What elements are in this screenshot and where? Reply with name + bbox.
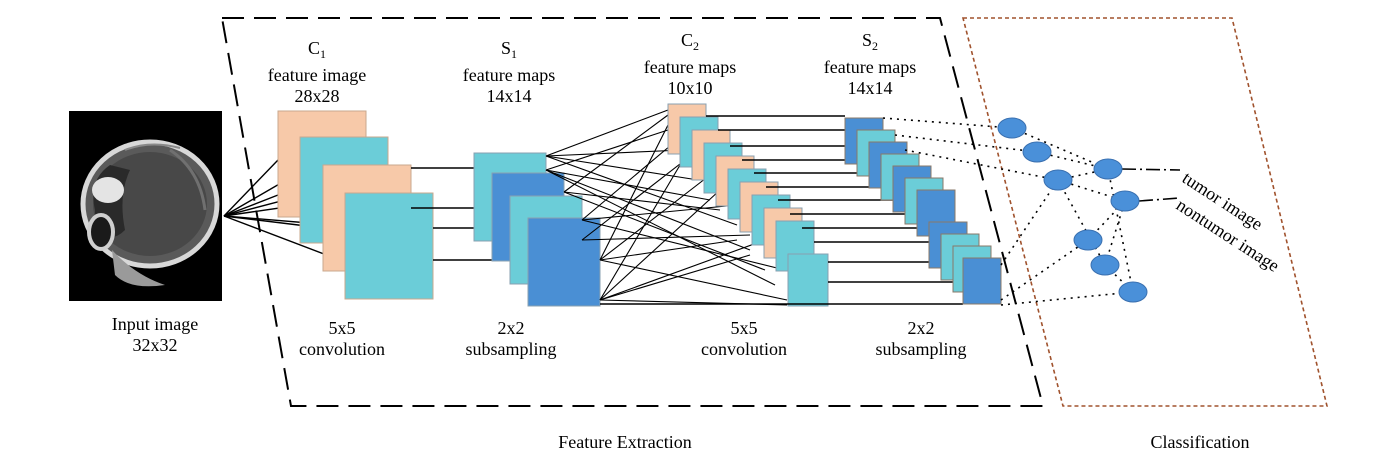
- c2-caption: feature maps: [643, 57, 737, 77]
- s1-feature-maps: [473, 152, 601, 307]
- input-image-caption: Input image 32x32: [95, 314, 215, 356]
- c1-size: 28x28: [294, 86, 340, 106]
- c1-title: C1: [307, 38, 326, 61]
- sub2-name: subsampling: [875, 339, 967, 359]
- conv1-kernel: 5x5: [328, 318, 356, 338]
- input-image-size: 32x32: [132, 335, 178, 355]
- classification-label: Classification: [1150, 432, 1250, 452]
- neuron-node: [1118, 281, 1148, 303]
- sub2-label: 2x2 subsampling: [856, 318, 986, 360]
- input-mri-image: [69, 111, 222, 301]
- sub1-label: 2x2 subsampling: [446, 318, 576, 360]
- sub1-name: subsampling: [465, 339, 557, 359]
- neuron-node: [1073, 229, 1103, 251]
- s1-title: S1: [500, 38, 517, 61]
- feature-extraction-label: Feature Extraction: [558, 432, 692, 452]
- sub2-kernel: 2x2: [907, 318, 935, 338]
- neuron-node: [1043, 169, 1073, 191]
- c1-caption: feature image: [267, 65, 367, 85]
- output-lines: [1121, 168, 1181, 202]
- sub1-kernel: 2x2: [497, 318, 525, 338]
- conv2-kernel: 5x5: [730, 318, 758, 338]
- neuron-node: [1022, 141, 1052, 163]
- s2-size: 14x14: [847, 78, 893, 98]
- s1-caption: feature maps: [462, 65, 556, 85]
- neuron-node: [1110, 190, 1140, 212]
- neuron-node: [997, 117, 1027, 139]
- s1-header: S1 feature maps 14x14: [444, 38, 574, 107]
- c2-size: 10x10: [667, 78, 713, 98]
- c1-feature-maps: [277, 110, 434, 300]
- c2-title: C2: [680, 30, 699, 53]
- s2-title: S2: [861, 30, 878, 53]
- c2-header: C2 feature maps 10x10: [625, 30, 755, 99]
- c1-header: C1 feature image 28x28: [252, 38, 382, 107]
- s2-feature-maps: [844, 117, 1002, 305]
- conv1-label: 5x5 convolution: [282, 318, 402, 360]
- classification-region: [961, 17, 1329, 407]
- s1-c2-connections: [545, 109, 788, 306]
- neuron-node: [1093, 158, 1123, 180]
- c2-feature-maps: [667, 103, 829, 307]
- feature-extraction-region: [220, 17, 1045, 407]
- neuron-node: [1090, 254, 1120, 276]
- conv2-label: 5x5 convolution: [684, 318, 804, 360]
- conv2-name: convolution: [701, 339, 787, 359]
- s1-size: 14x14: [486, 86, 532, 106]
- conv1-name: convolution: [299, 339, 385, 359]
- s2-caption: feature maps: [823, 57, 917, 77]
- s2-header: S2 feature maps 14x14: [805, 30, 935, 99]
- classifier-nodes: [997, 117, 1148, 303]
- input-image-title: Input image: [111, 314, 199, 334]
